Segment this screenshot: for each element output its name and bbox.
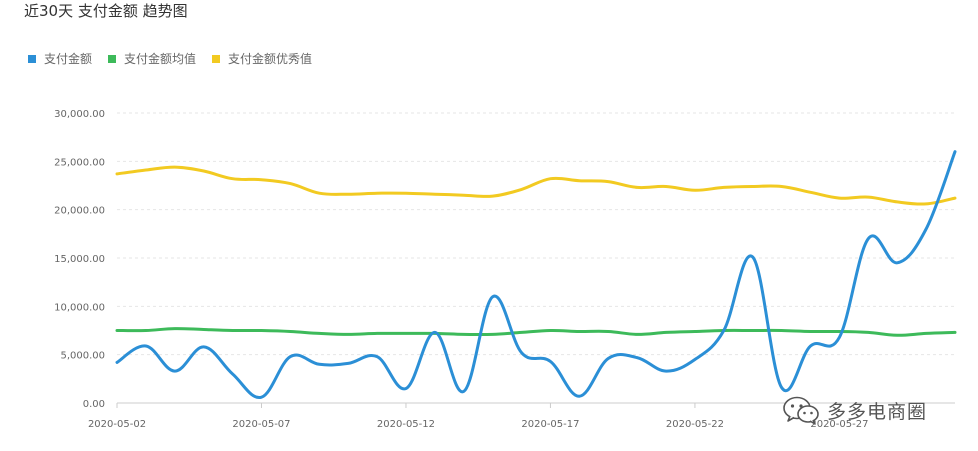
y-tick-label: 25,000.00 xyxy=(54,157,105,168)
chart-title: 近30天 支付金额 趋势图 xyxy=(24,2,188,20)
y-tick-label: 10,000.00 xyxy=(54,302,105,313)
y-tick-label: 15,000.00 xyxy=(54,254,105,265)
watermark: 多多电商圈 xyxy=(781,395,927,425)
y-tick-label: 20,000.00 xyxy=(54,206,105,217)
legend: 支付金额 支付金额均值 支付金额优秀值 xyxy=(28,50,312,67)
y-tick-label: 5,000.00 xyxy=(60,351,105,362)
legend-swatch-average xyxy=(108,54,117,63)
series-line-payment xyxy=(115,150,957,399)
x-tick-label: 2020-05-27 xyxy=(810,419,868,430)
legend-label-average: 支付金额均值 xyxy=(124,52,197,66)
x-tick-label: 2020-05-02 xyxy=(88,419,146,430)
legend-label-excellent: 支付金额优秀值 xyxy=(228,52,313,66)
watermark-text: 多多电商圈 xyxy=(827,400,928,423)
series-line-average xyxy=(115,327,957,337)
legend-item-payment[interactable]: 支付金额 xyxy=(28,50,92,67)
series-line-excellent xyxy=(115,165,957,206)
x-tick-label: 2020-05-07 xyxy=(232,419,290,430)
legend-label-payment: 支付金额 xyxy=(44,52,93,66)
y-tick-label: 0.00 xyxy=(83,399,105,410)
legend-item-average[interactable]: 支付金额均值 xyxy=(108,50,196,67)
legend-swatch-excellent xyxy=(212,54,221,63)
wechat-icon xyxy=(783,396,819,425)
x-tick-label: 2020-05-12 xyxy=(377,419,435,430)
x-tick-label: 2020-05-17 xyxy=(521,419,579,430)
x-tick-label: 2020-05-22 xyxy=(666,419,724,430)
legend-swatch-payment xyxy=(28,54,36,63)
legend-item-excellent[interactable]: 支付金额优秀值 xyxy=(212,50,312,67)
y-tick-label: 30,000.00 xyxy=(54,109,105,120)
